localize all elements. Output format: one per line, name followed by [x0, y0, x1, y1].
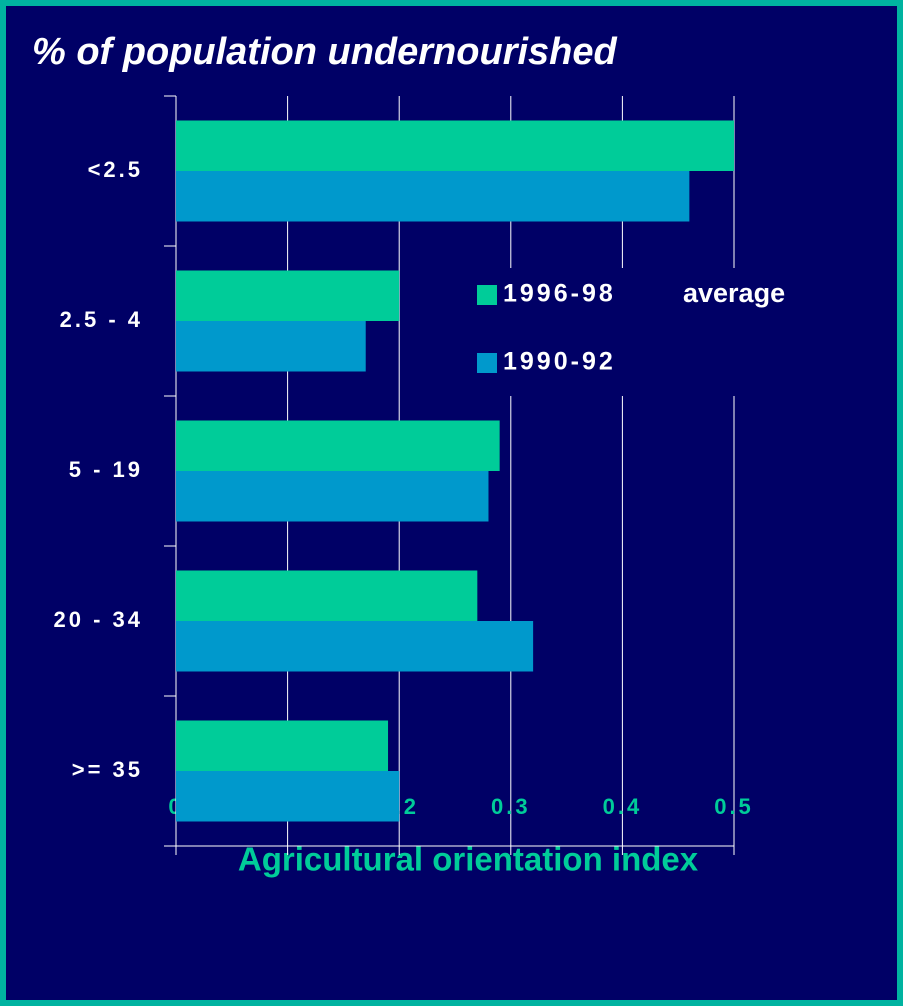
x-tick-label: 0.3 — [491, 794, 531, 819]
x-tick-label: 0.5 — [714, 794, 754, 819]
bar — [176, 570, 478, 621]
y-tick-label: 5 - 19 — [69, 457, 143, 482]
bar — [176, 270, 400, 321]
legend-label: 1996-98 — [503, 280, 616, 308]
bar — [176, 420, 500, 471]
legend-swatch — [477, 353, 497, 373]
y-tick-label: <2.5 — [88, 157, 143, 182]
bar — [176, 621, 534, 672]
y-tick-label: 20 - 34 — [54, 607, 144, 632]
y-tick-label: 2.5 - 4 — [60, 307, 143, 332]
chart-title: % of population undernourished — [32, 31, 618, 73]
legend-label: 1990-92 — [503, 348, 616, 376]
bar — [176, 120, 734, 171]
bar — [176, 321, 366, 372]
bar — [176, 720, 389, 771]
legend-annotation: average — [683, 278, 785, 308]
bar — [176, 771, 400, 822]
bar — [176, 471, 489, 522]
bar — [176, 171, 690, 222]
y-tick-label: >= 35 — [72, 757, 143, 782]
x-tick-label: 0.4 — [603, 794, 643, 819]
legend-swatch — [477, 285, 497, 305]
